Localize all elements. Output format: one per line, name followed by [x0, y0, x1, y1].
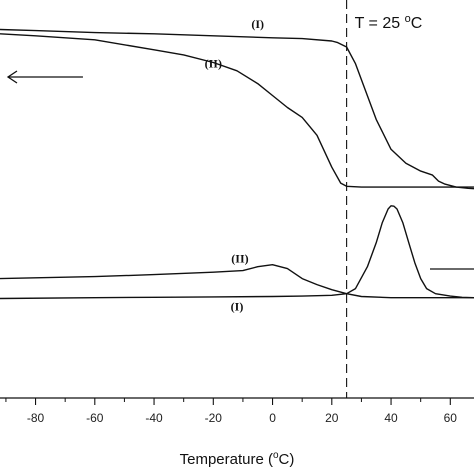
x-axis-title: Temperature (oC)	[180, 450, 295, 468]
curves-layer	[0, 28, 474, 300]
x-tick-label: 60	[444, 411, 458, 425]
reference-line-label: T = 25 oC	[355, 13, 423, 32]
annotations-layer: (I) (II) (II) (I)	[6, 17, 474, 313]
curve-label: (I)	[231, 299, 244, 313]
x-tick-label: -60	[86, 411, 104, 425]
curve-label: (I)	[251, 17, 264, 31]
x-tick-label: 0	[269, 411, 276, 425]
x-tick-label: 20	[325, 411, 339, 425]
curve-label: (II)	[205, 57, 222, 71]
x-tick-label: 40	[384, 411, 398, 425]
curve-upper-ii	[0, 33, 474, 188]
x-tick-label: -40	[145, 411, 163, 425]
x-tick-label: -20	[205, 411, 223, 425]
reference-line-group: T = 25 oC	[346, 0, 423, 398]
left-arrow-head	[6, 70, 18, 84]
curve-label: (II)	[231, 252, 248, 266]
curve-lower-ii	[0, 264, 474, 299]
curve-upper-i	[0, 28, 474, 190]
curve-lower-i	[0, 205, 474, 300]
x-tick-label: -80	[27, 411, 45, 425]
x-axis: -80 -60 -40 -20 0 20 40 60	[0, 397, 474, 425]
